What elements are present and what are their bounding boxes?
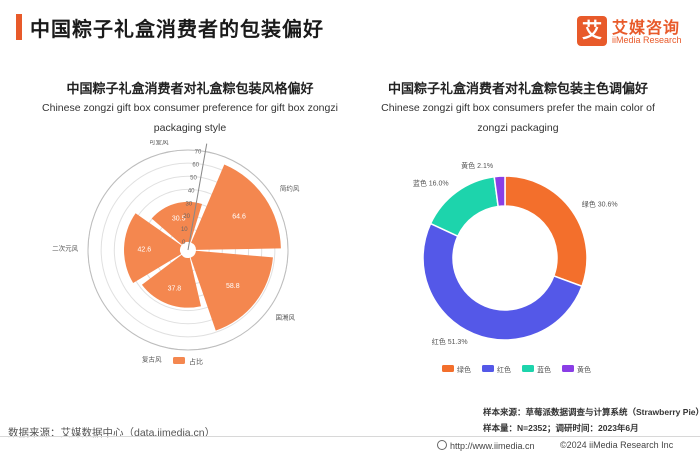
polar-bar xyxy=(190,250,273,331)
radial-tick-label: 20 xyxy=(183,214,190,220)
website-url: http://www.iimedia.cn xyxy=(450,441,535,451)
polar-bar xyxy=(151,201,203,245)
logo-mark xyxy=(577,16,607,46)
donut-slice xyxy=(504,175,588,288)
logo-glyph: 艾 xyxy=(582,20,602,42)
radial-tick-label: 0 xyxy=(182,240,186,246)
category-label: 可爱风 xyxy=(149,140,169,146)
polar-bar xyxy=(191,164,281,250)
radial-tick-label: 30 xyxy=(186,201,193,207)
polar-outer-ring xyxy=(87,149,289,351)
polar-grid-ring xyxy=(100,162,276,338)
slice-label: 蓝色 16.0% xyxy=(413,179,449,188)
polar-grid-ring xyxy=(113,175,263,325)
radial-tick-label: 40 xyxy=(188,188,195,194)
legend-label: 红色 xyxy=(497,365,511,374)
title-accent-bar xyxy=(16,14,22,40)
legend-swatch xyxy=(173,357,185,364)
legend-label: 黄色 xyxy=(577,365,591,374)
footer-divider xyxy=(0,436,700,437)
sample-source: 样本来源：草莓派数据调查与计算系统（Strawberry Pie） xyxy=(483,407,700,417)
radial-tick-label: 70 xyxy=(195,150,202,156)
bar-value-label: 64.6 xyxy=(232,214,246,221)
bar-value-label: 42.6 xyxy=(138,246,152,253)
donut-slice xyxy=(422,222,583,341)
website-link[interactable]: http://www.iimedia.cn xyxy=(437,440,535,451)
category-label: 复古风 xyxy=(142,355,162,364)
category-label: 二次元风 xyxy=(52,243,79,252)
data-source: 数据来源：艾媒数据中心（data.iimedia.cn） xyxy=(8,427,216,439)
polar-bar xyxy=(141,254,201,308)
polar-bar-chart: 64.6 简约风 58.8 国潮风 37.8 复古风 42.6 二次元风 30.5 可爱风 0 10 2… xyxy=(52,140,300,366)
left-chart-subtitle: Chinese zongzi gift box consumer prefere… xyxy=(42,102,338,134)
bar-value-label: 30.5 xyxy=(172,215,186,222)
legend-swatch xyxy=(562,365,574,372)
category-label: 简约风 xyxy=(280,184,300,193)
category-label: 国潮风 xyxy=(276,312,296,321)
radial-axis-line xyxy=(187,143,208,251)
bar-value-label: 58.8 xyxy=(226,283,240,290)
bar-value-label: 37.8 xyxy=(168,285,182,292)
legend-swatch xyxy=(442,365,454,372)
logo-name-en: iiMedia Research xyxy=(612,35,682,45)
logo-name-cn: 艾媒咨询 xyxy=(612,20,681,37)
legend-swatch xyxy=(522,365,534,372)
legend-swatch xyxy=(482,365,494,372)
slice-label: 绿色 30.6% xyxy=(582,199,618,208)
radial-tick-label: 10 xyxy=(181,227,188,233)
right-chart-subtitle: Chinese zongzi gift box consumers prefer… xyxy=(381,102,655,134)
page-title: 中国粽子礼盒消费者的包装偏好 xyxy=(30,19,324,41)
brand-logo: 艾 艾媒咨询 iiMedia Research xyxy=(577,14,692,52)
sample-info: 样本量：N=2352；调研时间：2023年6月 xyxy=(483,423,639,433)
right-chart-title: 中国粽子礼盒消费者对礼盒粽包装主色调偏好 xyxy=(387,81,648,96)
globe-icon xyxy=(437,440,447,450)
legend-label: 蓝色 xyxy=(537,365,551,374)
slice-label: 黄色 2.1% xyxy=(461,161,493,170)
slice-label: 红色 51.3% xyxy=(432,337,468,346)
radial-tick-label: 50 xyxy=(190,175,197,181)
legend-label: 占比 xyxy=(189,357,203,366)
legend-label: 绿色 xyxy=(457,365,471,374)
copyright: ©2024 iiMedia Research Inc xyxy=(560,440,674,450)
polar-bar xyxy=(124,213,182,283)
donut-slice xyxy=(493,175,506,208)
donut-chart: 绿色 30.6% 红色 51.3% 蓝色 16.0% 黄色 2.1% 绿色 红色 蓝色 黄色 xyxy=(413,161,618,374)
left-chart-title: 中国粽子礼盒消费者对礼盒粽包装风格偏好 xyxy=(66,81,314,96)
radial-tick-label: 60 xyxy=(192,162,199,168)
